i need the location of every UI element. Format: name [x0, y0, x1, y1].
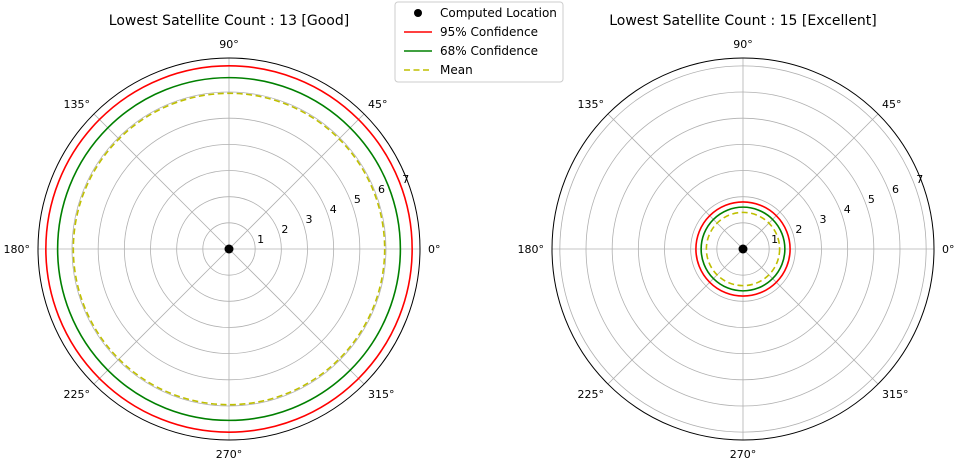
r-tick-label: 6 — [892, 183, 899, 196]
r-tick-label: 4 — [330, 203, 337, 216]
legend-item: 68% Confidence — [404, 44, 538, 58]
angular-gridline — [742, 248, 879, 385]
series-95-confidence-circle — [695, 201, 791, 297]
r-tick-label: 1 — [257, 233, 264, 246]
angular-gridline — [228, 248, 365, 385]
theta-tick-label: 0° — [942, 243, 955, 256]
theta-tick-label: 45° — [882, 98, 902, 111]
legend-label: 95% Confidence — [440, 25, 538, 39]
theta-tick-label: 315° — [882, 388, 909, 401]
series-mean-circle — [72, 92, 386, 406]
theta-tick-label: 180° — [4, 243, 31, 256]
theta-tick-label: 225° — [64, 388, 91, 401]
r-tick-label: 3 — [306, 213, 313, 226]
theta-tick-label: 135° — [64, 98, 91, 111]
angular-gridline — [607, 248, 744, 385]
r-tick-label: 3 — [820, 213, 827, 226]
series-mean-circle — [705, 211, 781, 287]
chart-title: Lowest Satellite Count : 15 [Excellent] — [609, 13, 877, 29]
angular-gridline — [93, 113, 230, 250]
r-tick-label: 2 — [795, 223, 802, 236]
legend-item: Computed Location — [414, 6, 557, 20]
legend-frame — [394, 1, 564, 83]
theta-tick-label: 315° — [368, 388, 395, 401]
r-tick-label: 4 — [844, 203, 851, 216]
legend: Computed Location 95% Confidence 68% Confi… — [394, 1, 564, 83]
legend-marker — [414, 9, 422, 17]
chart-title: Lowest Satellite Count : 13 [Good] — [109, 13, 349, 29]
series-68-confidence-circle — [56, 76, 402, 422]
r-tick-label: 1 — [771, 233, 778, 246]
theta-tick-label: 180° — [518, 243, 545, 256]
legend-label: Computed Location — [440, 6, 557, 20]
theta-tick-label: 90° — [219, 38, 239, 51]
angular-gridline — [607, 113, 744, 250]
theta-tick-label: 270° — [730, 448, 757, 461]
theta-tick-label: 225° — [578, 388, 605, 401]
legend-item: Mean — [404, 63, 473, 77]
theta-tick-label: 45° — [368, 98, 388, 111]
r-tick-label: 2 — [281, 223, 288, 236]
angular-gridline — [228, 113, 365, 250]
legend-item: 95% Confidence — [404, 25, 538, 39]
r-tick-label: 5 — [868, 193, 875, 206]
polar-spine — [37, 57, 421, 441]
polar-chart-1: Lowest Satellite Count : 13 [Good] 0° 45° 9… — [4, 13, 441, 461]
theta-tick-label: 270° — [216, 448, 243, 461]
r-tick-label: 7 — [916, 173, 923, 186]
r-tick-label: 6 — [378, 183, 385, 196]
theta-tick-label: 0° — [428, 243, 441, 256]
computed-location-point — [224, 244, 234, 254]
r-tick-label: 5 — [354, 193, 361, 206]
theta-tick-label: 135° — [578, 98, 605, 111]
computed-location-point — [738, 244, 748, 254]
polar-spine — [551, 57, 935, 441]
angular-gridline — [93, 248, 230, 385]
polar-chart-2: Lowest Satellite Count : 15 [Excellent] 0… — [518, 13, 955, 461]
legend-label: Mean — [440, 63, 473, 77]
angular-gridline — [742, 113, 879, 250]
theta-tick-label: 90° — [733, 38, 753, 51]
series-95-confidence-circle — [45, 65, 413, 433]
series-68-confidence-circle — [700, 206, 786, 292]
legend-label: 68% Confidence — [440, 44, 538, 58]
r-tick-label: 7 — [402, 173, 409, 186]
